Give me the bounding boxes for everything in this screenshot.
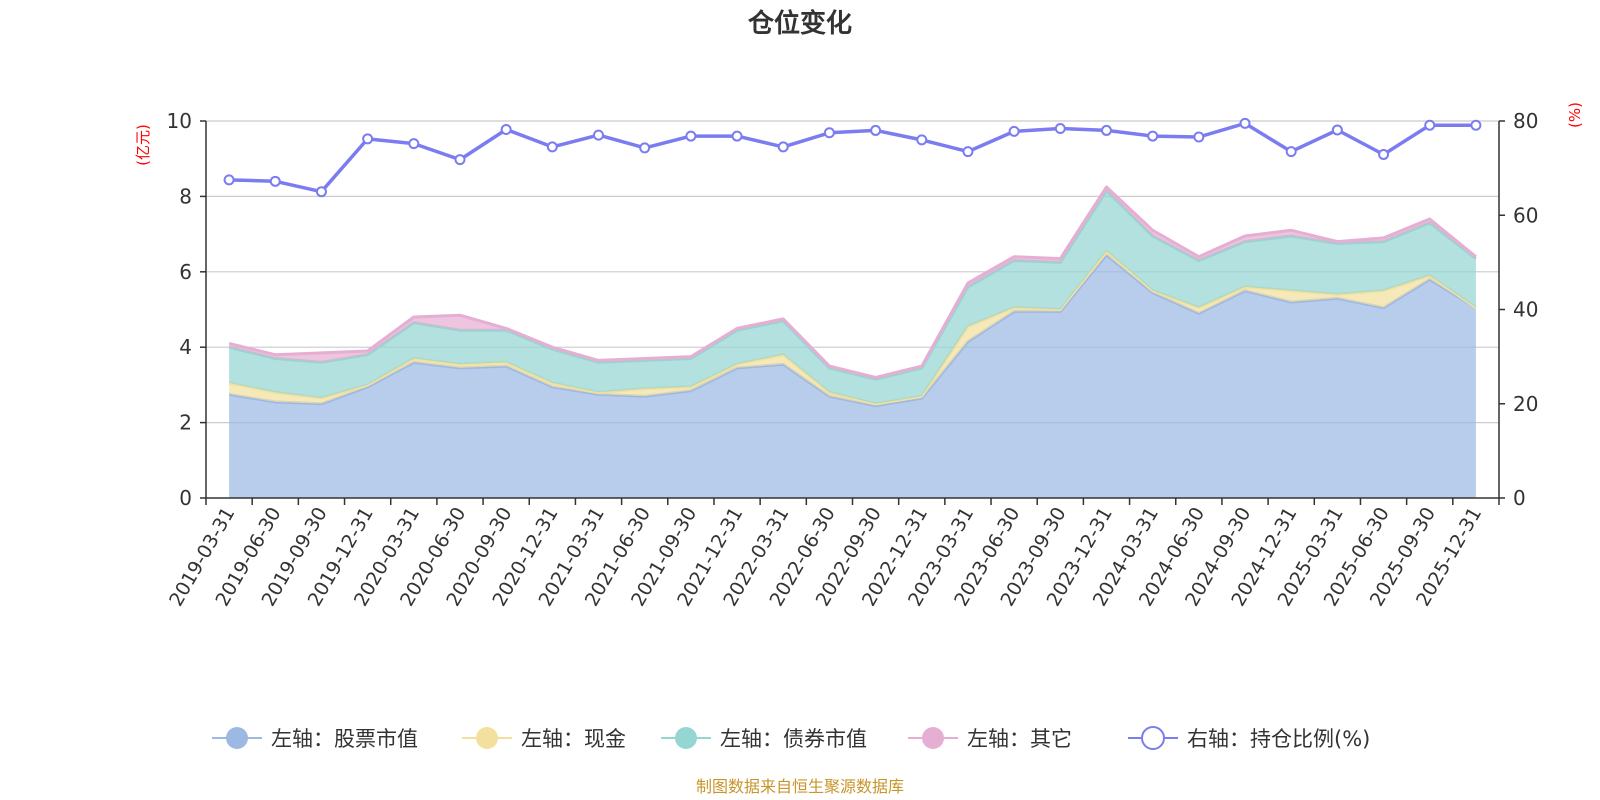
left-axis-tick-label: 2 xyxy=(179,411,192,435)
left-axis-tick-label: 10 xyxy=(167,109,192,133)
holding-ratio-point xyxy=(1285,146,1297,158)
holding-ratio-point xyxy=(639,142,651,154)
left-axis-unit: (亿元) xyxy=(134,124,152,166)
holding-ratio-point xyxy=(731,130,743,142)
holding-ratio-point xyxy=(1008,125,1020,137)
holding-ratio-point xyxy=(1378,148,1390,160)
holding-ratio-point xyxy=(1054,123,1066,135)
holding-ratio-point xyxy=(269,175,281,187)
holding-ratio-point xyxy=(1239,117,1251,129)
holding-ratio-series-line xyxy=(229,121,1476,194)
holding-ratio-point xyxy=(315,186,327,198)
right-axis-unit: (%) xyxy=(1566,102,1584,128)
holding-ratio-point xyxy=(823,127,835,139)
legend-marker xyxy=(1141,726,1165,750)
left-axis-tick-label: 4 xyxy=(179,335,192,359)
holding-ratio-point xyxy=(962,146,974,158)
holding-ratio-point xyxy=(777,141,789,153)
legend-label: 左轴：现金 xyxy=(521,727,626,751)
holding-ratio-point xyxy=(593,129,605,141)
series-3-edge-line xyxy=(228,185,1477,379)
holding-ratio-point xyxy=(362,133,374,145)
holding-ratio-point xyxy=(1331,124,1343,136)
holding-ratio-point xyxy=(546,141,558,153)
source-note: 制图数据来自恒生聚源数据库 xyxy=(696,777,904,796)
legend-marker xyxy=(675,727,697,749)
legend-label: 左轴：股票市值 xyxy=(271,727,418,751)
holding-ratio-point xyxy=(1470,119,1482,131)
left-axis-tick-label: 6 xyxy=(179,260,192,284)
legend-marker xyxy=(226,727,248,749)
legend-label: 右轴：持仓比例(%) xyxy=(1187,727,1370,751)
holding-ratio-point xyxy=(1424,119,1436,131)
right-axis-tick-label: 0 xyxy=(1513,486,1526,510)
holding-ratio-point xyxy=(1147,130,1159,142)
holding-ratio-point xyxy=(685,130,697,142)
legend-marker xyxy=(476,727,498,749)
right-axis-tick-label: 20 xyxy=(1513,392,1538,416)
series-0-area xyxy=(229,254,1476,498)
chart-title: 仓位变化 xyxy=(747,8,852,39)
series-2-area xyxy=(229,190,1476,404)
legend-label: 左轴：债券市值 xyxy=(720,727,867,751)
holding-ratio-line xyxy=(223,117,1482,198)
stacked-areas xyxy=(228,185,1477,498)
legend-label: 左轴：其它 xyxy=(967,727,1072,751)
left-axis-tick-label: 8 xyxy=(179,184,192,208)
holding-ratio-point xyxy=(408,138,420,150)
legend-marker xyxy=(922,727,944,749)
right-axis-tick-label: 80 xyxy=(1513,109,1538,133)
legend: 左轴：股票市值 左轴：现金 左轴：债券市值 左轴：其它 右轴：持仓比例(%) xyxy=(212,726,1370,751)
holding-ratio-point xyxy=(870,124,882,136)
holding-ratio-point xyxy=(454,154,466,166)
holding-ratio-point xyxy=(1100,124,1112,136)
right-axis-tick-label: 40 xyxy=(1513,298,1538,322)
right-axis-tick-label: 60 xyxy=(1513,203,1538,227)
holding-ratio-point xyxy=(223,174,235,186)
holding-ratio-point xyxy=(916,134,928,146)
holding-ratio-point xyxy=(500,123,512,135)
left-axis-tick-label: 0 xyxy=(179,486,192,510)
holding-ratio-point xyxy=(1193,131,1205,143)
